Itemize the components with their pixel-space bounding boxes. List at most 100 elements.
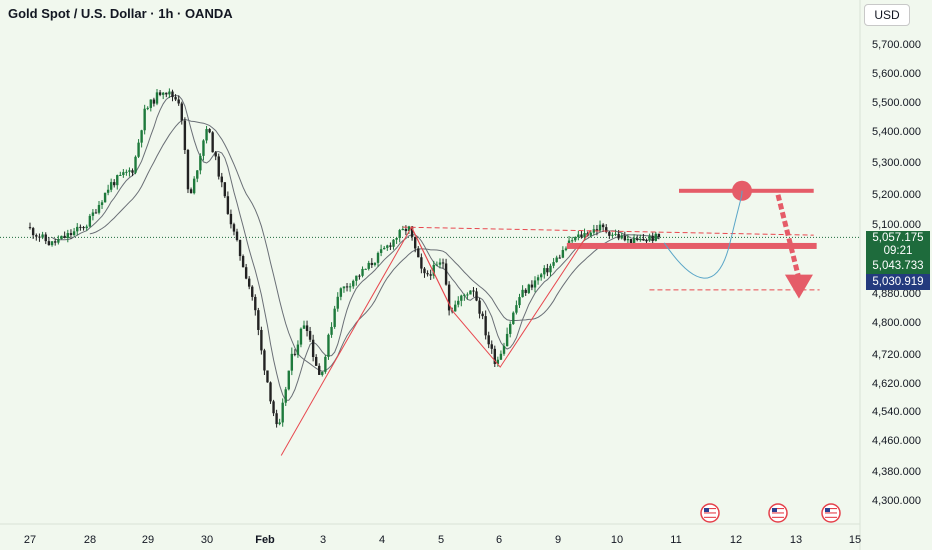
candle-body — [134, 156, 137, 173]
candle-body — [527, 284, 530, 293]
y-tick-label: 4,720.000 — [872, 349, 921, 361]
candle-body — [413, 236, 417, 249]
candle-body — [342, 286, 346, 289]
us-flag-event-icon[interactable] — [768, 503, 788, 523]
candle-body — [254, 296, 257, 311]
candle-body — [389, 245, 392, 247]
candle-body — [401, 228, 404, 231]
candle-body — [311, 339, 315, 358]
flag-stripe — [825, 516, 837, 518]
candle-body — [229, 213, 233, 225]
candle-body — [521, 289, 524, 298]
candle-body — [290, 353, 294, 371]
event-icons[interactable] — [700, 503, 841, 523]
candle-body — [463, 294, 466, 296]
y-tick-label: 5,100.000 — [872, 219, 921, 231]
candle-body — [490, 344, 493, 349]
candle-body — [645, 240, 648, 242]
y-tick-label: 4,620.000 — [872, 378, 921, 390]
candle-body — [376, 252, 380, 263]
candle-body — [208, 129, 211, 133]
candle-body — [623, 235, 627, 241]
candle-body — [632, 238, 636, 247]
x-tick-label: Feb — [255, 534, 275, 546]
flag-stripe — [704, 510, 716, 512]
candle-body — [140, 130, 143, 143]
candle-body — [31, 228, 35, 236]
candle-body — [570, 240, 574, 242]
candle-body — [608, 232, 611, 236]
target-arrow-shaft — [775, 194, 802, 280]
candle-body — [355, 275, 358, 281]
candle-body — [287, 370, 290, 390]
x-tick-label: 30 — [201, 534, 213, 546]
candle-body — [361, 268, 364, 276]
bar-countdown-label: 09:21 — [883, 245, 913, 257]
candle-body — [564, 248, 568, 250]
candle-body — [629, 239, 633, 247]
x-tick-label: 13 — [790, 534, 802, 546]
x-tick-label: 6 — [496, 534, 502, 546]
x-tick-label: 9 — [555, 534, 561, 546]
y-tick-label: 5,500.000 — [872, 97, 921, 109]
candle-body — [54, 241, 57, 243]
candle-body — [226, 196, 230, 214]
candle-body — [620, 235, 623, 239]
projected-path — [663, 190, 743, 279]
candle-body — [496, 359, 500, 364]
candle-body — [113, 182, 116, 186]
y-tick-label: 4,880.000 — [872, 288, 921, 300]
y-tick-label: 4,300.000 — [872, 495, 921, 507]
current-price-label: 5,057.175 — [872, 232, 924, 244]
candle-body — [251, 286, 254, 297]
candle-body — [636, 238, 639, 240]
candle-body — [60, 235, 63, 240]
candle-body — [196, 170, 199, 179]
x-tick-label: 5 — [438, 534, 444, 546]
candle-body — [536, 277, 540, 281]
moving-average-fast — [51, 95, 659, 401]
candle-body — [205, 129, 208, 141]
candle-body — [555, 257, 558, 263]
candle-body — [543, 268, 546, 275]
support-zone-bar — [566, 242, 817, 249]
currency-button[interactable]: USD — [864, 4, 910, 26]
target-arrow-head — [784, 274, 813, 299]
candle-body — [82, 226, 85, 229]
x-tick-label: 4 — [379, 534, 385, 546]
candle-body — [97, 204, 101, 213]
candle-body — [339, 288, 343, 297]
y-tick-label: 4,460.000 — [872, 435, 921, 447]
candle-body — [168, 91, 171, 95]
candle-body — [244, 267, 248, 279]
flag-stripe — [704, 508, 716, 510]
flag-stripe — [772, 510, 784, 512]
candle-body — [257, 310, 260, 330]
candle-body — [404, 228, 408, 232]
candle-body — [589, 232, 592, 236]
us-flag-event-icon[interactable] — [821, 503, 841, 523]
candle-body — [392, 239, 395, 247]
candle-body — [275, 413, 278, 425]
candle-body — [466, 294, 469, 296]
candle-body — [438, 262, 442, 265]
candle-body — [85, 226, 88, 229]
price-level-tag-a: 5,043.733 — [866, 258, 930, 274]
candle-body — [595, 229, 599, 231]
candle-body — [592, 229, 596, 233]
candle-body — [614, 233, 617, 235]
x-tick-label: 15 — [849, 534, 861, 546]
x-tick-label: 27 — [24, 534, 36, 546]
y-tick-label: 4,800.000 — [872, 317, 921, 329]
us-flag-event-icon[interactable] — [700, 503, 720, 523]
candle-body — [435, 264, 439, 266]
candle-body — [57, 239, 60, 243]
candle-body — [379, 249, 383, 253]
candle-body — [654, 233, 657, 241]
candle-body — [345, 286, 349, 288]
flag-stripe — [772, 514, 784, 516]
candle-body — [165, 92, 168, 95]
candle-body — [539, 274, 543, 278]
candle-body — [38, 236, 41, 238]
